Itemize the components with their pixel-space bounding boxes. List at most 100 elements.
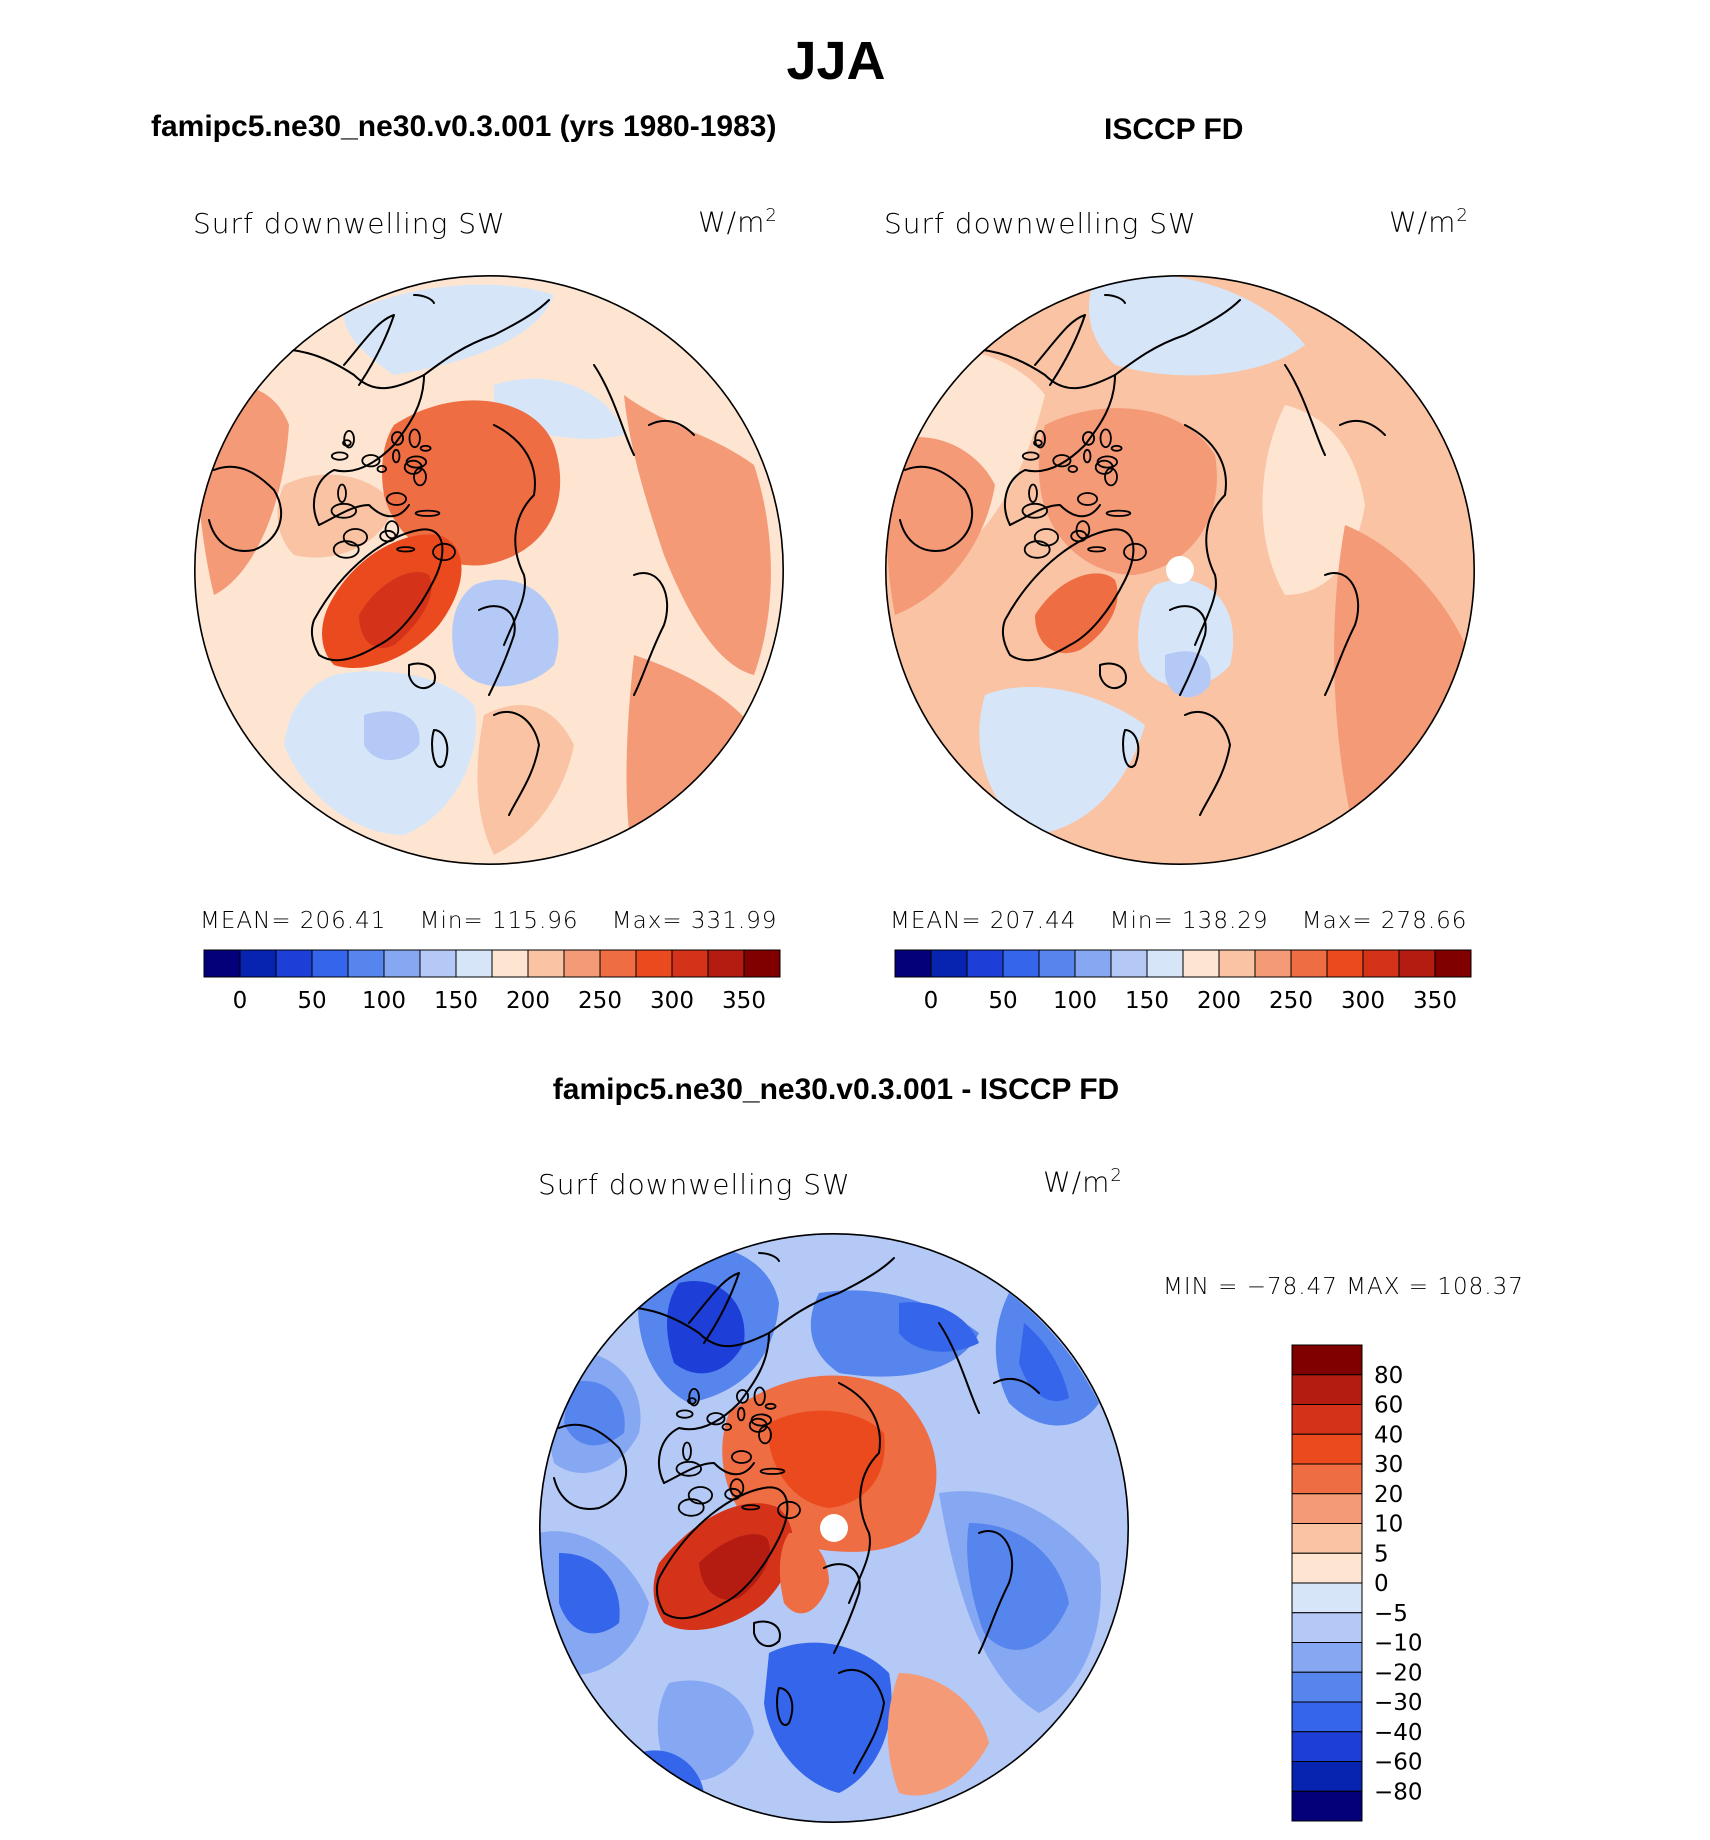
panel3-variable-label: Surf downwelling SW [538,1168,851,1201]
colorbar-tick-label: 0 [233,988,248,1014]
colorbar-swatch-6 [1291,1523,1363,1554]
colorbar-swatch-5 [383,949,421,978]
colorbar-tick-label: 10 [1374,1512,1403,1538]
colorbar-swatch-7 [455,949,493,978]
colorbar-tick-label: 100 [362,988,406,1014]
coastline-14 [493,710,540,816]
panel1-stats: MEAN= 206.41 Min= 115.96 Max= 331.99 [200,908,777,934]
colorbar-tick-label: −10 [1374,1631,1423,1657]
field-contour-18 [657,1680,754,1781]
island-7 [1082,448,1092,464]
colorbar-tick-label: 50 [297,988,326,1014]
island-20 [342,439,352,447]
colorbar-swatch-0 [203,949,241,978]
map-border [884,274,1476,866]
colorbar-swatch-13 [1362,949,1400,978]
colorbar-swatch-4 [1291,1463,1363,1495]
coastline-7 [823,1563,861,1654]
colorbar-swatch-15 [1434,949,1472,978]
field-contour-19 [887,1673,989,1796]
colorbar-tick-label: 20 [1374,1482,1403,1508]
panel1-min: 115.96 [492,908,579,934]
coastline-7 [478,605,516,696]
island-21 [687,1486,713,1505]
coastline-12 [758,1252,780,1262]
field-contour-21 [779,1533,829,1614]
coastline-10 [593,364,635,456]
colorbar-swatch-13 [1291,1731,1363,1762]
coastline-9 [776,1687,794,1726]
island-18 [1123,542,1147,562]
colorbar-swatch-14 [1291,1761,1363,1792]
panel3-stats: MIN = −78.47 MAX = 108.37 [1163,1274,1524,1300]
coastline-2 [658,1332,770,1484]
island-12 [764,1402,777,1410]
field-contour-1 [1089,275,1305,376]
colorbar-tick-label: 150 [1125,988,1169,1014]
field-contour-9 [1262,405,1365,595]
island-8 [1099,428,1112,449]
island-7 [736,1406,746,1422]
colorbar-swatch-7 [1146,949,1184,978]
island-17 [1081,431,1095,446]
island-6 [414,509,441,517]
colorbar-swatch-9 [1218,949,1256,978]
panel2-mean: 207.44 [989,908,1077,934]
map-border [538,1232,1130,1824]
field-contour-5 [1035,573,1118,654]
island-21 [1033,528,1059,547]
island-4 [730,1450,752,1464]
coastline-8 [408,662,436,690]
colorbar-tick-label: 0 [924,988,939,1014]
pole-missing-data [820,1514,848,1542]
colorbar-swatch-5 [1291,1493,1363,1524]
panel2-units: W/m [1389,205,1457,239]
colorbar-tick-label: 5 [1374,1541,1389,1567]
island-11 [1021,451,1040,461]
colorbar-swatch-14 [1398,949,1436,978]
island-13 [758,1425,772,1445]
colorbar-swatch-10 [563,949,601,978]
colorbar-tick-label: 50 [988,988,1017,1014]
colorbar-swatch-12 [1291,1701,1363,1733]
colorbar-swatch-12 [1326,949,1364,978]
coastline-6 [493,424,536,646]
field-contour-4 [564,1381,625,1446]
coastline-14 [838,1668,885,1774]
coastline-2 [313,374,425,526]
island-9 [384,520,400,540]
colorbar-tick-label: 150 [434,988,478,1014]
colorbar-swatch-2 [275,949,313,978]
field-layer [539,1233,1129,1823]
island-10 [1096,455,1119,469]
coastline-12 [1104,294,1126,304]
coastline-14 [1184,710,1231,816]
colorbar-tick-label: 0 [1374,1571,1389,1597]
island-6 [759,1467,786,1475]
field-contour-1 [344,284,554,375]
island-2 [741,1504,761,1511]
field-contour-5 [382,400,561,566]
coastline-3 [553,1423,628,1510]
coastline-3 [208,465,283,552]
colorbar-swatch-8 [491,949,529,978]
colorbar-swatch-10 [1254,949,1292,978]
colorbar-swatch-11 [1290,949,1328,978]
island-13 [413,467,427,487]
panel1-mean: 206.41 [299,908,387,934]
colorbar-swatch-0 [1291,1344,1363,1376]
colorbar-tick-label: 100 [1053,988,1097,1014]
island-6 [1105,509,1132,517]
coastline-0 [1034,314,1086,386]
island-1 [330,502,358,519]
field-contour-11 [624,395,771,675]
island-3 [1034,429,1046,449]
coastline-13 [1324,572,1360,696]
panel1-mean-label: MEAN= [200,908,292,934]
colorbar-tick-label: 40 [1374,1422,1403,1448]
colorbar-tick-label: 30 [1374,1452,1403,1478]
colorbar-swatch-11 [599,949,637,978]
island-10 [750,1413,773,1427]
field-contour-12 [477,705,574,855]
colorbar-tick-label: 350 [722,988,766,1014]
